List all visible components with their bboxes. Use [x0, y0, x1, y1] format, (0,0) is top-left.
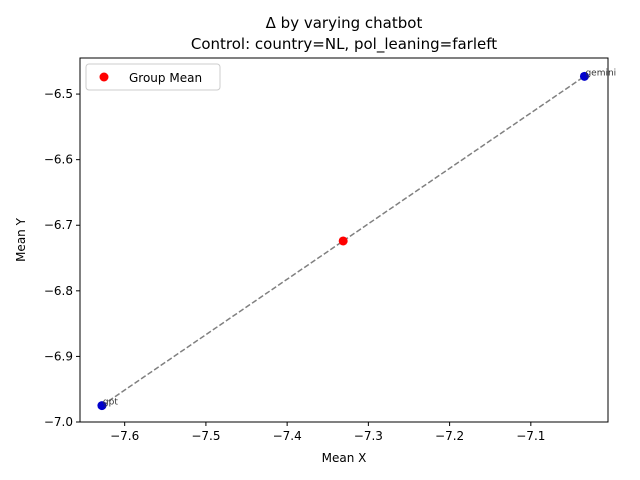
x-tick-label: −7.3	[354, 429, 383, 443]
legend-marker-group-mean	[99, 72, 109, 82]
y-tick-label: −6.5	[44, 87, 73, 101]
x-tick-label: −7.2	[435, 429, 464, 443]
connector-line	[101, 75, 585, 407]
data-point-gemini	[579, 71, 589, 81]
point-label-gpt: gpt	[103, 398, 118, 408]
x-axis-label: Mean X	[322, 451, 367, 465]
y-tick-label: −6.8	[44, 284, 73, 298]
y-tick-label: −6.9	[44, 349, 73, 363]
y-axis-ticks: −7.0 −6.9 −6.8 −6.7 −6.6 −6.5	[44, 87, 80, 429]
x-tick-label: −7.1	[516, 429, 545, 443]
plot-frame	[79, 57, 609, 423]
chart-title: Δ by varying chatbot	[266, 14, 423, 32]
x-tick-label: −7.4	[273, 429, 302, 443]
data-point-gpt	[97, 401, 107, 411]
plot-area: gpt gemini	[97, 68, 616, 411]
y-tick-label: −6.7	[44, 218, 73, 232]
point-label-gemini: gemini	[585, 68, 616, 78]
group-mean-point	[338, 236, 348, 246]
x-tick-label: −7.6	[110, 429, 139, 443]
y-tick-label: −6.6	[44, 153, 73, 167]
legend-box	[85, 63, 221, 91]
x-tick-label: −7.5	[191, 429, 220, 443]
y-axis-label: Mean Y	[14, 217, 28, 262]
legend-label-group-mean: Group Mean	[129, 71, 202, 85]
legend: Group Mean	[85, 63, 221, 91]
chart-subtitle: Control: country=NL, pol_leaning=farleft	[191, 35, 497, 54]
y-tick-label: −7.0	[44, 415, 73, 429]
x-axis-ticks: −7.6 −7.5 −7.4 −7.3 −7.2 −7.1	[110, 422, 545, 443]
